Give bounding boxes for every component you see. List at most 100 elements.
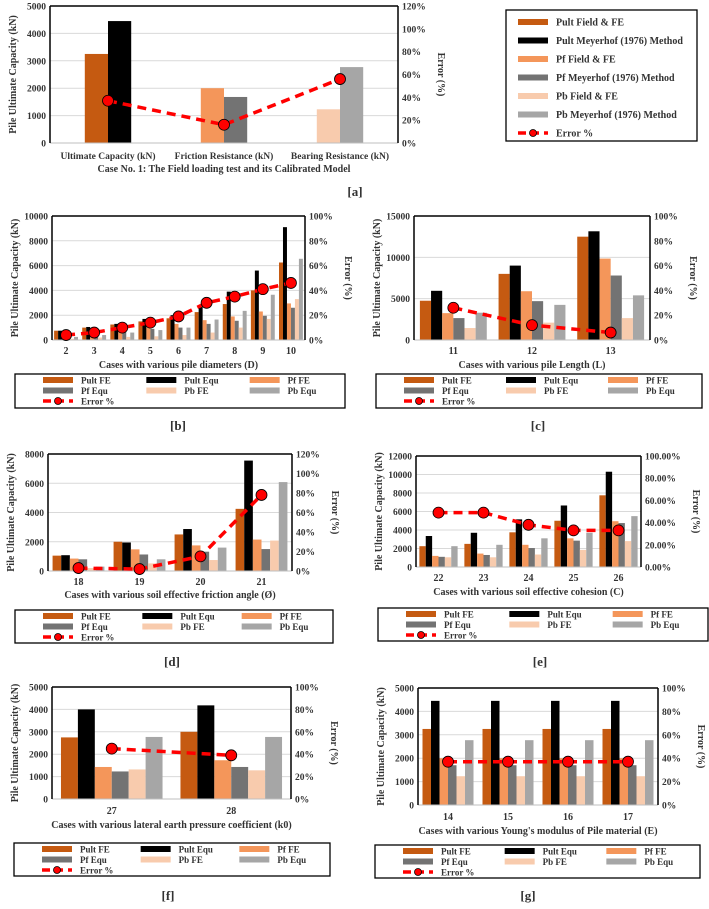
y2-tick-label: 80% [309, 237, 328, 247]
y-tick-label: 4000 [25, 509, 44, 519]
bar-pb-fe [270, 540, 279, 571]
legend-swatch [518, 56, 548, 62]
error-marker [172, 310, 185, 323]
legend-swatch [146, 387, 177, 394]
bar-pf-fe [612, 521, 619, 567]
error-marker [116, 321, 129, 334]
bar-pb-fe [624, 541, 632, 567]
legend-item: Pult Equ [146, 376, 219, 386]
y2-tick-label: 60% [402, 71, 421, 81]
bar-pb-equ [585, 740, 594, 805]
category-label: Bearing Resistance (kN) [291, 151, 389, 162]
bar-pb-fe [444, 557, 452, 567]
y-tick-label: 2000 [25, 538, 44, 548]
y2-tick-label: 0% [295, 796, 309, 806]
y-tick-label: 6000 [25, 480, 44, 490]
y2-axis-title: Error (%) [342, 256, 353, 300]
category-label: 3 [92, 346, 97, 357]
bar-pf-equ [200, 551, 210, 571]
y-tick-label: 1000 [395, 778, 414, 788]
legend-error-marker [54, 633, 62, 641]
bar-pult-fe [577, 236, 589, 340]
y2-tick-label: 0% [662, 802, 676, 812]
error-marker [228, 290, 241, 303]
legend-error-marker [414, 868, 422, 876]
y-tick-label: 8000 [393, 490, 412, 500]
legend-swatch [43, 613, 73, 619]
legend-label: Error % [80, 866, 113, 876]
bar-pf-equ [532, 301, 544, 340]
y-axis-title: Pile Ultimate Capacity (kN) [10, 684, 21, 803]
bar-pf-equ [568, 765, 577, 805]
legend-item: Pult Equ [509, 610, 582, 620]
bar-pb-fe [210, 332, 215, 340]
y-tick-label: 4000 [29, 287, 48, 297]
category-label: 7 [204, 346, 209, 357]
legend-item: Pf Equ [43, 386, 108, 396]
y-axis-title: Pile Ultimate Capacity (kN) [376, 687, 387, 806]
bar-pf-equ [178, 327, 183, 340]
legend-item: Pb FE [140, 855, 203, 865]
legend-swatch [406, 621, 436, 628]
y-tick-label: 4000 [395, 708, 414, 718]
bar-pult-fe [180, 731, 198, 799]
legend-label: Pb Meyerhof (1976) Method [556, 110, 677, 121]
category-label: 19 [135, 577, 145, 588]
y-tick-label: 2000 [27, 85, 46, 95]
legend-label: Error % [556, 129, 593, 140]
y2-tick-label: 60% [654, 262, 673, 272]
y-tick-label: 5000 [391, 295, 410, 305]
legend-swatch [518, 19, 548, 25]
legend-swatch [404, 377, 434, 383]
legend-item: Error % [518, 129, 593, 140]
bar-pf-fe [520, 291, 532, 340]
legend-label: Pf Equ [441, 857, 468, 867]
category-label: 6 [176, 346, 181, 357]
bar-pult-fe [419, 300, 432, 340]
legend-label: Pult Equ [179, 845, 213, 855]
legend: Pult Field & FE Pult Meyerhof (1976) Meth… [505, 9, 698, 142]
legend-item: Pf FE [241, 612, 302, 622]
error-marker [102, 94, 114, 107]
bar-pb-fe [621, 318, 633, 340]
y-tick-label: 4000 [27, 30, 46, 40]
bar-pf-meyerhof-1976-method [224, 96, 248, 143]
y2-tick-label: 20% [309, 312, 328, 322]
bar-pf-equ [483, 554, 490, 567]
bar-pb-equ [74, 336, 79, 340]
panel-label: [a] [347, 184, 362, 199]
bar-pb-fe [579, 549, 587, 567]
legend-label: Error % [444, 631, 477, 641]
y-tick-label: 1000 [27, 112, 46, 122]
legend-swatch [608, 387, 638, 394]
bar-pb-fe [489, 557, 497, 567]
legend: Pult FE Pult Equ Pf FE Pf Equ Pb FE Pb Equ Err… [14, 609, 334, 644]
y2-axis-title: Error (%) [690, 490, 701, 534]
category-label: 8 [232, 346, 237, 357]
error-marker [567, 524, 580, 537]
y2-tick-label: 40% [296, 529, 315, 539]
legend-label: Pf Equ [80, 855, 107, 865]
legend-swatch [43, 623, 73, 630]
legend-label: Pf FE [646, 376, 668, 386]
legend-swatch [146, 377, 177, 383]
legend-label: Pult FE [81, 376, 111, 386]
bar-pf-fe [94, 766, 112, 799]
bar-pb-fe [248, 770, 266, 799]
error-line [111, 746, 232, 758]
bar-pb-equ [645, 740, 654, 805]
bar-pf-equ [261, 549, 271, 571]
legend-label: Pf FE [644, 847, 666, 857]
x-axis-title: Cases with various soil effective cohesi… [433, 587, 624, 598]
legend-swatch [518, 74, 548, 81]
legend-swatch [403, 848, 433, 854]
bar-pult-equ [170, 315, 175, 340]
category-label: 9 [260, 346, 265, 357]
y2-tick-label: 60% [295, 728, 314, 738]
legend-label: Pf FE [288, 376, 310, 386]
bar-pult-fe [419, 546, 426, 567]
category-label: 13 [606, 346, 616, 357]
y-tick-label: 4000 [393, 527, 412, 537]
legend-item: Pult FE [43, 612, 111, 622]
bar-pf-equ [438, 556, 445, 567]
